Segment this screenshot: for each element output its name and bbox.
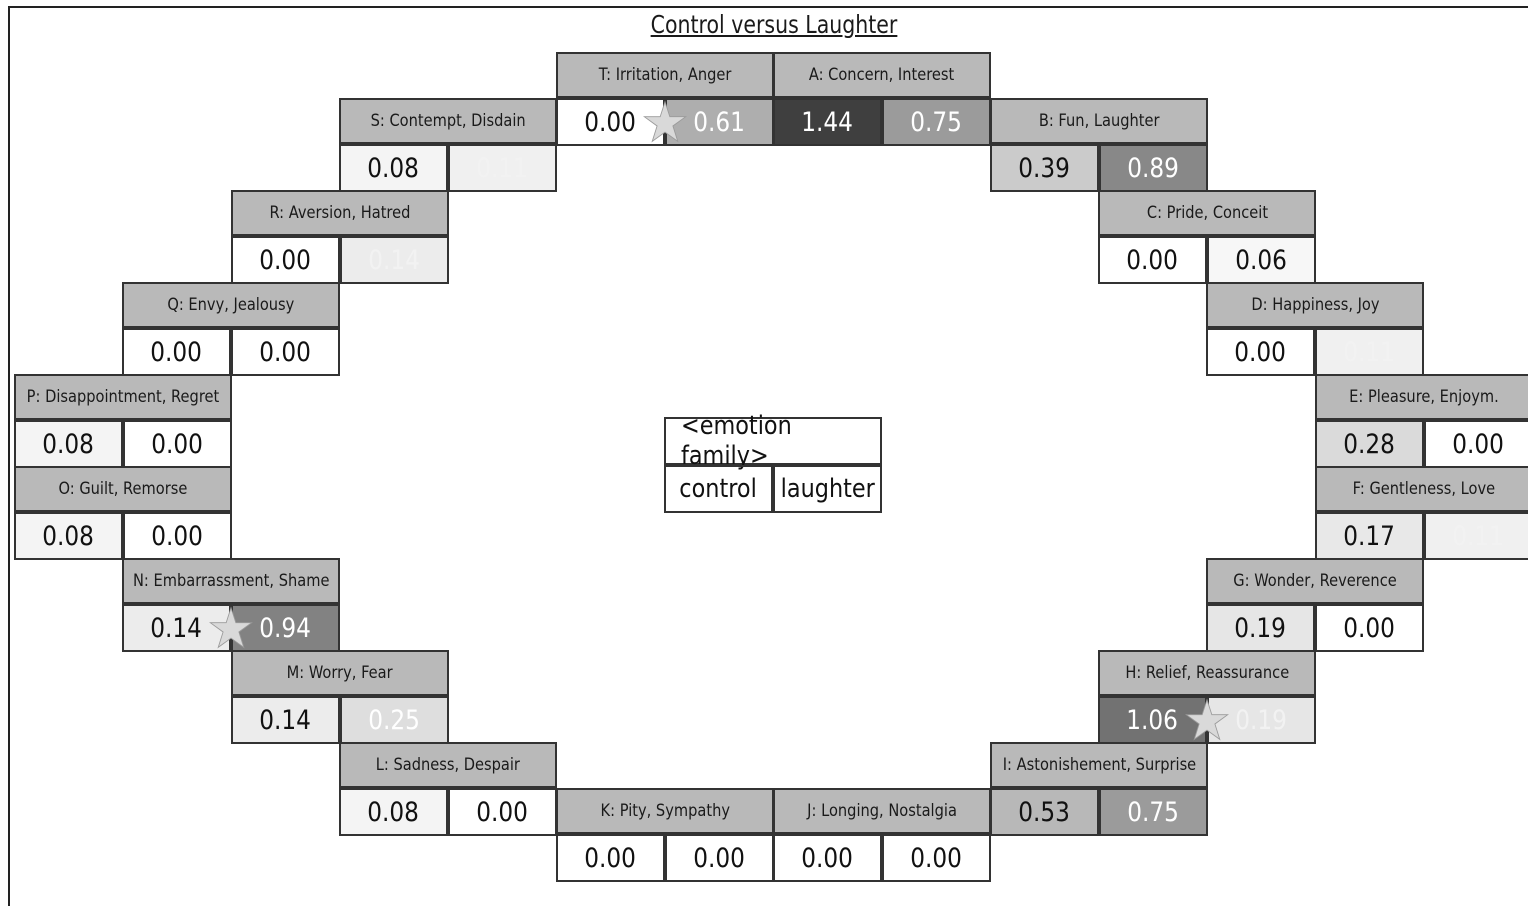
legend-title: <emotion family> [664,411,882,471]
control-value: 0.14 [122,604,231,652]
significance-star-icon [1185,698,1229,741]
laughter-value: 0.00 [123,512,232,560]
laughter-value: 0.89 [1099,144,1208,192]
laughter-value: 0.00 [448,788,557,836]
family-i: I: Astonishement, Surprise 0.53 0.75 [990,742,1208,836]
family-s: S: Contempt, Disdain 0.08 0.11 [339,98,557,192]
family-label: P: Disappointment, Regret [14,374,232,420]
laughter-value: 0.00 [231,328,340,376]
control-value: 0.00 [231,236,340,284]
control-value: 0.00 [1206,328,1315,376]
family-label: L: Sadness, Despair [339,742,557,788]
family-label: S: Contempt, Disdain [339,98,557,144]
family-label: Q: Envy, Jealousy [122,282,340,328]
family-c: C: Pride, Conceit 0.00 0.06 [1098,190,1316,284]
control-value: 0.00 [122,328,231,376]
control-value: 0.39 [990,144,1099,192]
laughter-value: 0.14 [340,236,449,284]
family-n: N: Embarrassment, Shame 0.14 0.94 [122,558,340,652]
control-value: 0.08 [339,144,448,192]
family-label: M: Worry, Fear [231,650,449,696]
control-value: 0.14 [231,696,340,744]
control-value: 0.08 [14,512,123,560]
significance-star-icon [209,606,253,649]
legend-control: control [664,465,773,513]
figure-frame [8,6,1528,906]
control-value: 0.00 [773,834,882,882]
control-value: 0.08 [339,788,448,836]
laughter-value: 0.06 [1207,236,1316,284]
family-label: J: Longing, Nostalgia [773,788,991,834]
family-d: D: Happiness, Joy 0.00 0.11 [1206,282,1424,376]
family-e: E: Pleasure, Enjoym. 0.28 0.00 [1315,374,1528,468]
control-value: 0.53 [990,788,1099,836]
family-label: G: Wonder, Reverence [1206,558,1424,604]
family-label: O: Guilt, Remorse [14,466,232,512]
family-label: B: Fun, Laughter [990,98,1208,144]
family-g: G: Wonder, Reverence 0.19 0.00 [1206,558,1424,652]
laughter-value: 0.11 [1315,328,1424,376]
laughter-value: 0.19 [1207,696,1316,744]
family-label: E: Pleasure, Enjoym. [1315,374,1528,420]
control-value: 0.17 [1315,512,1424,560]
control-value: 0.28 [1315,420,1424,468]
family-label: R: Aversion, Hatred [231,190,449,236]
laughter-value: 0.75 [1099,788,1208,836]
laughter-value: 0.11 [1424,512,1528,560]
family-a: A: Concern, Interest 1.44 0.75 [773,52,991,146]
family-l: L: Sadness, Despair 0.08 0.00 [339,742,557,836]
laughter-value: 0.00 [665,834,774,882]
family-j: J: Longing, Nostalgia 0.00 0.00 [773,788,991,882]
laughter-value: 0.25 [340,696,449,744]
family-k: K: Pity, Sympathy 0.00 0.00 [556,788,774,882]
family-label: D: Happiness, Joy [1206,282,1424,328]
legend-laughter: laughter [773,465,882,513]
control-value: 1.44 [773,98,882,146]
control-value: 0.00 [1098,236,1207,284]
figure-title: Control versus Laughter [650,10,898,39]
laughter-value: 0.00 [1424,420,1528,468]
control-value: 0.08 [14,420,123,468]
family-o: O: Guilt, Remorse 0.08 0.00 [14,466,232,560]
control-value: 0.19 [1206,604,1315,652]
family-label: T: Irritation, Anger [556,52,774,98]
legend: <emotion family> control laughter [664,411,882,513]
family-m: M: Worry, Fear 0.14 0.25 [231,650,449,744]
significance-star-icon [643,100,687,143]
family-t: T: Irritation, Anger 0.00 0.61 [556,52,774,146]
laughter-value: 0.00 [882,834,991,882]
family-label: K: Pity, Sympathy [556,788,774,834]
family-label: I: Astonishement, Surprise [990,742,1208,788]
family-label: H: Relief, Reassurance [1098,650,1316,696]
control-value: 0.00 [556,834,665,882]
laughter-value: 0.11 [448,144,557,192]
laughter-value: 0.00 [123,420,232,468]
family-p: P: Disappointment, Regret 0.08 0.00 [14,374,232,468]
family-q: Q: Envy, Jealousy 0.00 0.00 [122,282,340,376]
laughter-value: 0.94 [231,604,340,652]
family-f: F: Gentleness, Love 0.17 0.11 [1315,466,1528,560]
family-r: R: Aversion, Hatred 0.00 0.14 [231,190,449,284]
family-h: H: Relief, Reassurance 1.06 0.19 [1098,650,1316,744]
family-label: F: Gentleness, Love [1315,466,1528,512]
family-label: N: Embarrassment, Shame [122,558,340,604]
laughter-value: 0.00 [1315,604,1424,652]
family-label: A: Concern, Interest [773,52,991,98]
family-b: B: Fun, Laughter 0.39 0.89 [990,98,1208,192]
laughter-value: 0.75 [882,98,991,146]
family-label: C: Pride, Conceit [1098,190,1316,236]
